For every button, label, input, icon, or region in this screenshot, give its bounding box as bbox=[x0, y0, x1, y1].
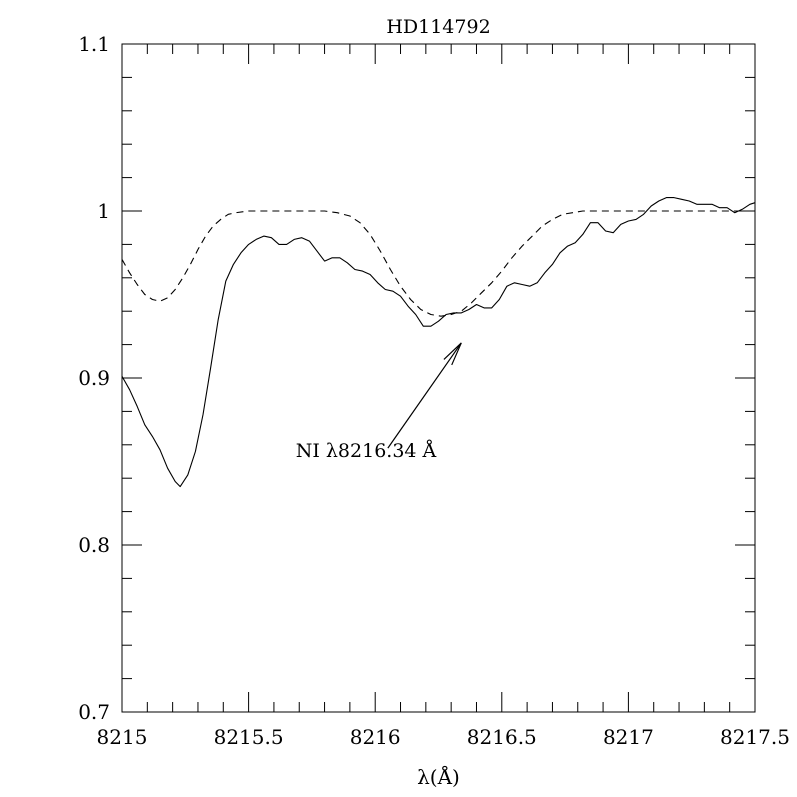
annotation-arrow bbox=[387, 342, 462, 449]
plot-frame bbox=[121, 43, 756, 713]
y-tick-labels: 0.7 0.8 0.9 1 1.1 bbox=[78, 32, 110, 724]
x-tick-label: 8216.5 bbox=[467, 725, 537, 749]
x-tick-label: 8217 bbox=[603, 725, 654, 749]
y-tick-label: 0.7 bbox=[78, 700, 110, 724]
axis-ticks bbox=[121, 43, 756, 713]
x-tick-label: 8216 bbox=[350, 725, 401, 749]
x-tick-label: 8215 bbox=[97, 725, 148, 749]
dashed-series-line bbox=[121, 210, 755, 317]
y-tick-label: 1.1 bbox=[78, 32, 110, 56]
y-tick-label: 0.9 bbox=[78, 366, 110, 390]
x-axis-label: λ(Å) bbox=[417, 764, 460, 789]
y-tick-label: 1 bbox=[97, 199, 110, 223]
y-tick-label: 0.8 bbox=[78, 533, 110, 557]
chart-title: HD114792 bbox=[386, 16, 490, 38]
x-tick-label: 8217.5 bbox=[720, 725, 790, 749]
x-tick-label: 8215.5 bbox=[214, 725, 284, 749]
x-tick-labels: 8215 8215.5 8216 8216.5 8217 8217.5 bbox=[97, 725, 790, 749]
annotation-arrow-head bbox=[443, 342, 462, 366]
annotation-label: NI λ8216.34 Å bbox=[296, 440, 437, 462]
series-layer bbox=[121, 197, 756, 488]
solid-series-line bbox=[121, 197, 756, 488]
